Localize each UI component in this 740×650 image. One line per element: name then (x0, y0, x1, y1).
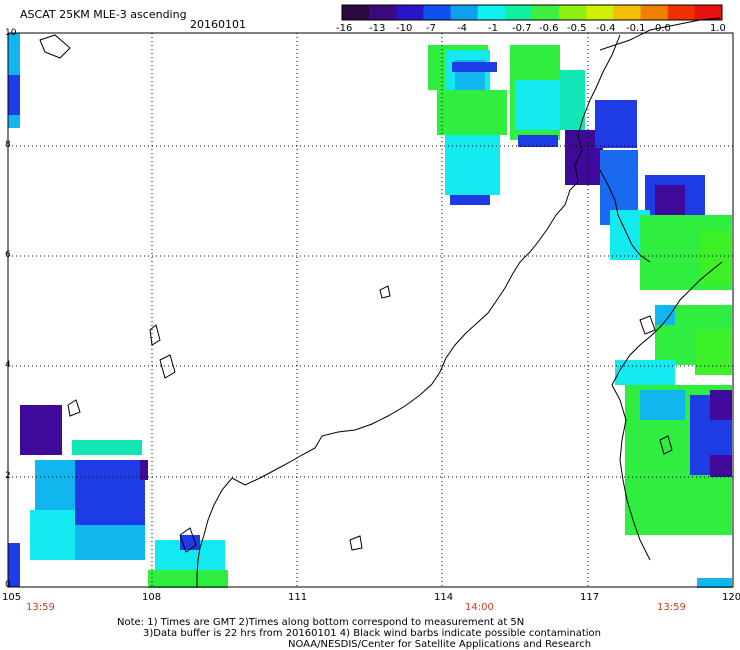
colorbar-segment (396, 5, 424, 20)
swath-cell (665, 480, 715, 535)
luzon-coastline (599, 169, 651, 263)
swath-cell (697, 578, 732, 588)
colorbar-tick: -10 (396, 23, 413, 34)
lon-label: 120 (722, 592, 740, 603)
lon-label: 108 (142, 592, 162, 603)
island-i (659, 435, 673, 455)
palawan-coastline (599, 17, 721, 51)
graticule (8, 33, 733, 587)
swath-cell (148, 570, 228, 588)
swath-cell (700, 230, 732, 285)
colorbar-segment (423, 5, 452, 20)
swath-cell (452, 62, 497, 72)
swath-cell (445, 135, 500, 195)
island-a (39, 34, 71, 59)
colorbar-tick: -0.1 (626, 23, 646, 34)
colorbar-segment (694, 5, 723, 20)
colorbar-tick: -1 (488, 23, 498, 34)
island-b (149, 324, 161, 346)
colorbar-tick: -0.6 (539, 23, 559, 34)
time-label: 13:59 (26, 602, 55, 613)
colorbar-segment (586, 5, 614, 20)
colorbar-tick: -0.5 (567, 23, 587, 34)
swath-cell (615, 360, 675, 385)
swath-cell (20, 405, 62, 455)
swath-cell (595, 100, 637, 148)
lon-label: 105 (2, 592, 22, 603)
colorbar-segment (613, 5, 642, 20)
swath-cell (655, 185, 685, 220)
time-label: 14:00 (465, 602, 494, 613)
swath-cell (8, 75, 20, 115)
coastline (39, 17, 723, 588)
swath-cell (710, 390, 732, 420)
swath-cell (710, 455, 732, 477)
lat-label: 2 (5, 471, 11, 481)
swath-cell (450, 195, 490, 205)
island-c (159, 354, 176, 379)
swath-cell (655, 305, 675, 325)
swath-cell (8, 543, 20, 587)
footer-note-line2: 3)Data buffer is 22 hrs from 20160101 4)… (143, 628, 601, 639)
colorbar-segment (450, 5, 479, 20)
footer-note-line1: Note: 1) Times are GMT 2)Times along bot… (117, 617, 525, 628)
swath-cell (140, 460, 148, 480)
lat-label: 0 (5, 580, 11, 590)
island-e (179, 527, 197, 553)
colorbar-segment (342, 5, 370, 20)
time-label: 13:59 (657, 602, 686, 613)
swath-cell (75, 460, 145, 525)
swath-cell (640, 390, 685, 420)
swath-cell (560, 70, 585, 130)
colorbar-segment (667, 5, 696, 20)
colorbar-segment (640, 5, 669, 20)
colorbar-tick: -16 (336, 23, 353, 34)
figure-date: 20160101 (190, 18, 246, 31)
island-d (67, 399, 81, 417)
mainland-coastline (231, 34, 621, 486)
swath-cell (95, 525, 135, 560)
colorbar-segment (532, 5, 560, 20)
swath-cell (437, 90, 507, 135)
colorbar-frame (341, 4, 723, 21)
colorbar-segment (369, 5, 397, 20)
colorbar-segment (477, 5, 506, 20)
lon-label: 114 (434, 592, 454, 603)
colorbar-tick: 0.0 (655, 23, 671, 34)
lon-label: 111 (288, 592, 308, 603)
colorbar-tick: -0.4 (596, 23, 616, 34)
footer-credit: NOAA/NESDIS/Center for Satellite Applica… (288, 639, 592, 650)
figure-title: ASCAT 25KM MLE-3 ascending (20, 8, 187, 21)
island-f (349, 535, 363, 551)
wind-swaths (8, 33, 732, 588)
island-h (639, 315, 656, 335)
swath-cell (695, 330, 732, 375)
lat-label: 10 (5, 28, 17, 38)
lon-label: 117 (580, 592, 600, 603)
borneo-coastline (611, 261, 723, 561)
colorbar-tick: 1.0 (710, 23, 726, 34)
colorbar-tick: -4 (457, 23, 467, 34)
lat-label: 8 (5, 140, 11, 150)
colorbar-segment (504, 5, 533, 20)
colorbar (341, 4, 723, 21)
lat-label: 4 (5, 360, 11, 370)
island-g (379, 285, 391, 299)
colorbar-tick: -13 (369, 23, 386, 34)
map-frame (7, 32, 734, 588)
colorbar-segment (559, 5, 587, 20)
swath-cell (518, 135, 558, 147)
lat-label: 6 (5, 250, 11, 260)
colorbar-tick: -7 (426, 23, 436, 34)
swath-cell (30, 510, 75, 560)
swath-cell (72, 440, 142, 455)
peninsula-coastline (196, 477, 233, 588)
colorbar-tick: -0.7 (512, 23, 532, 34)
